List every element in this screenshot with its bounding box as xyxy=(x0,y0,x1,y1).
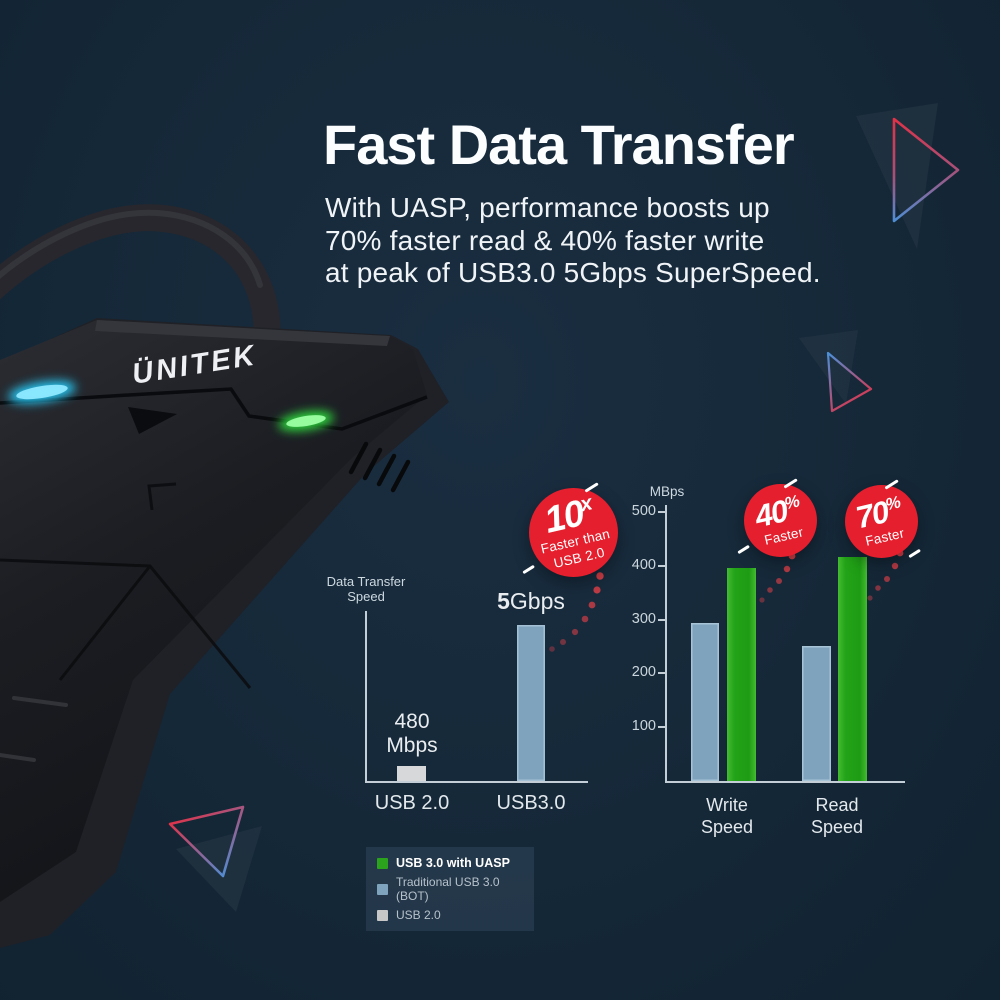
badge-40-percent-faster: 40% Faster xyxy=(744,484,817,557)
legend-swatch-gray xyxy=(377,909,388,921)
faint-triangle-top-right xyxy=(856,103,938,249)
right-chart-x-axis xyxy=(665,781,905,783)
legend-label: USB 3.0 with UASP xyxy=(396,856,510,870)
right-chart-category-write-speed: Write Speed xyxy=(700,795,754,837)
badge-10x-faster: 10x Faster than USB 2.0 xyxy=(529,488,618,577)
enclosure-panel-seams xyxy=(0,482,252,689)
right-chart-tick-label: 500 xyxy=(631,503,656,519)
enclosure-face-dashes xyxy=(0,696,68,762)
right-chart-bar-write-speed-uasp xyxy=(727,568,756,781)
blue-led-icon xyxy=(8,380,76,404)
right-chart-tick xyxy=(658,672,667,675)
legend-item-usb20: USB 2.0 xyxy=(377,908,524,922)
gradient-triangle-top-right xyxy=(892,117,960,223)
legend-label: Traditional USB 3.0 (BOT) xyxy=(396,875,500,903)
legend-item-traditional: Traditional USB 3.0 (BOT) xyxy=(377,875,524,903)
gradient-triangle-mid-right xyxy=(826,351,873,413)
product-image: ÜNITEK xyxy=(0,318,449,948)
subtitle: With UASP, performance boosts up 70% fas… xyxy=(325,192,821,290)
left-chart-ylabel-line1: Data Transfer xyxy=(326,574,406,589)
legend-item-uasp: USB 3.0 with UASP xyxy=(377,856,524,870)
legend-swatch-blue xyxy=(377,883,388,895)
subtitle-line: 70% faster read & 40% faster write xyxy=(325,224,765,256)
legend-label: USB 2.0 xyxy=(396,908,441,922)
right-chart-tick-label: 200 xyxy=(631,664,656,681)
faint-triangle-bottom-left xyxy=(176,826,262,912)
left-chart-bar-usb3-0 xyxy=(517,625,545,781)
usb-cable xyxy=(0,204,281,370)
right-chart-tick-label: 300 xyxy=(631,610,656,627)
right-chart-bar-read-speed-uasp xyxy=(838,557,867,781)
right-chart-y-axis xyxy=(665,505,667,783)
legend-swatch-green xyxy=(377,857,388,869)
left-chart-category-usb-2-0: USB 2.0 xyxy=(374,792,450,814)
dotted-trail-10x xyxy=(549,572,604,652)
right-chart-bar-read-speed-bot xyxy=(802,646,831,781)
right-chart-y-axis-label: MBps xyxy=(649,484,685,499)
left-chart-value-label-usb3-0: 5Gbps xyxy=(497,588,565,614)
enclosure-grip-grooves xyxy=(348,441,411,493)
right-chart-tick-label: 100 xyxy=(631,718,656,735)
right-chart-tick xyxy=(658,511,667,513)
right-chart-bar-write-speed-bot xyxy=(691,623,719,781)
green-led-icon xyxy=(278,411,334,431)
chart-legend: USB 3.0 with UASP Traditional USB 3.0 (B… xyxy=(366,847,534,931)
page-title: Fast Data Transfer xyxy=(323,113,795,176)
subtitle-line: at peak of USB3.0 5Gbps SuperSpeed. xyxy=(325,257,821,288)
enclosure-face xyxy=(0,320,427,902)
left-chart-y-axis-label: Data Transfer Speed xyxy=(323,574,409,604)
left-chart-bar-usb-2-0 xyxy=(397,766,426,781)
left-chart-value-label-usb-2-0: 480 Mbps xyxy=(386,710,438,757)
enclosure-top-bevel xyxy=(95,320,390,346)
left-chart-y-axis xyxy=(365,611,367,783)
right-chart-tick xyxy=(658,564,667,567)
enclosure-seam xyxy=(0,387,428,431)
left-chart-x-axis xyxy=(365,781,588,783)
dotted-trail-40 xyxy=(759,552,796,603)
left-chart-category-usb3-0: USB3.0 xyxy=(496,792,566,814)
gradient-triangle-bottom-left xyxy=(168,805,245,878)
right-chart-tick-label: 400 xyxy=(631,556,656,573)
right-chart-tick xyxy=(658,618,667,621)
left-chart-ylabel-line2: Speed xyxy=(347,589,385,604)
subtitle-line: With UASP, performance boosts up xyxy=(325,192,770,223)
enclosure-triangle-cutout xyxy=(128,407,177,434)
badge-70-percent-faster: 70% Faster xyxy=(845,485,918,558)
right-chart-tick xyxy=(658,726,667,729)
right-chart-category-read-speed: Read Speed xyxy=(810,795,864,837)
